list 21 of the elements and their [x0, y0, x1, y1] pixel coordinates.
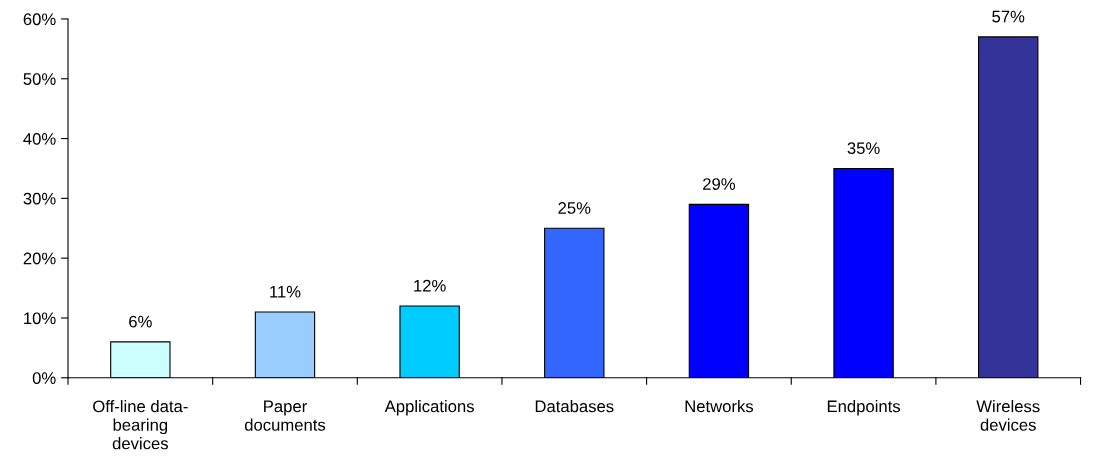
- x-tick-label: Paper documents: [244, 400, 326, 431]
- data-label: 57%: [992, 10, 1025, 23]
- y-tick-label: 40%: [23, 132, 56, 145]
- data-label: 25%: [558, 202, 591, 214]
- x-tick-label: Wireless devices: [976, 400, 1040, 431]
- y-tick-label: 30%: [23, 192, 56, 205]
- y-tick-label: 20%: [23, 252, 56, 265]
- x-tick-label: Networks: [685, 400, 754, 413]
- y-tick-label: 0%: [32, 372, 56, 384]
- x-tick-label: Off-line data- bearing devices: [93, 400, 188, 450]
- y-tick-label: 50%: [23, 73, 56, 85]
- data-label: 29%: [703, 178, 736, 190]
- x-tick-label: Applications: [384, 400, 474, 416]
- x-tick-label: Databases: [535, 400, 614, 413]
- data-label: 12%: [414, 279, 446, 292]
- data-label: 35%: [847, 142, 880, 155]
- data-label: 11%: [270, 285, 301, 298]
- x-tick-label: Endpoints: [827, 400, 901, 416]
- data-label: 6%: [129, 315, 152, 328]
- y-tick-label: 60%: [23, 13, 56, 26]
- y-tick-label: 10%: [24, 312, 56, 325]
